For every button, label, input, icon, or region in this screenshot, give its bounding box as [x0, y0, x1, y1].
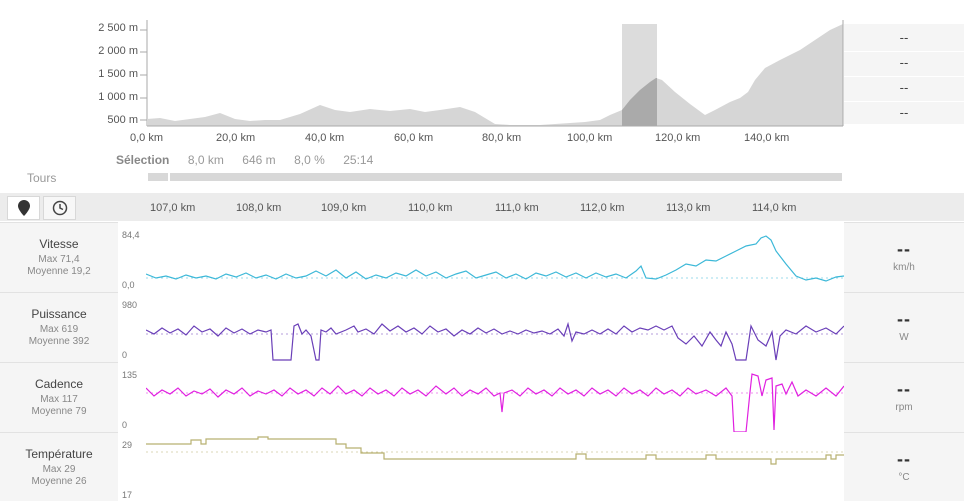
metric-unit: km/h: [893, 262, 915, 273]
chart-top-label: 84,4: [122, 230, 140, 240]
laps-bar[interactable]: [148, 173, 842, 181]
metric-power-info: Puissance Max 619 Moyenne 392: [0, 292, 118, 362]
chart-top-label: 980: [122, 300, 138, 310]
x-tick: 100,0 km: [567, 132, 613, 144]
metric-max: Max 71,4: [38, 254, 80, 265]
location-pin-icon: [17, 200, 30, 216]
detail-x-tick: 113,0 km: [666, 202, 711, 214]
chart-bottom-label: 0,0: [122, 280, 135, 290]
selection-time: 25:14: [343, 153, 374, 167]
metric-unit: rpm: [895, 402, 913, 413]
metric-max: Max 619: [39, 324, 79, 335]
y-tick: 2 000 m: [98, 45, 138, 57]
cadence-chart[interactable]: [146, 366, 844, 432]
metric-temperature-value: -- °C: [844, 432, 964, 501]
laps-bar-divider: [168, 173, 170, 181]
metric-current-value: --: [897, 379, 911, 399]
metric-speed-value: -- km/h: [844, 222, 964, 292]
metric-current-value: --: [897, 449, 911, 469]
x-tick: 0,0 km: [130, 132, 164, 144]
side-value: --: [899, 30, 909, 45]
elevation-x-axis: 0,0 km 20,0 km 40,0 km 60,0 km 80,0 km 1…: [130, 132, 850, 146]
selection-label: Sélection: [116, 153, 170, 167]
power-chart[interactable]: [146, 296, 844, 362]
metric-avg: Moyenne 79: [31, 406, 87, 417]
detail-x-tick: 112,0 km: [580, 202, 625, 214]
metric-cadence-info: Cadence Max 117 Moyenne 79: [0, 362, 118, 432]
distance-mode-button[interactable]: [7, 196, 40, 220]
detail-toolbar: [0, 193, 964, 221]
detail-x-tick: 107,0 km: [150, 202, 196, 214]
detail-x-tick: 114,0 km: [752, 202, 797, 214]
metric-name: Puissance: [31, 307, 87, 321]
x-tick: 120,0 km: [655, 132, 701, 144]
metric-max: Max 29: [42, 464, 76, 475]
y-tick: 1 500 m: [98, 68, 138, 80]
detail-x-axis: 107,0 km 108,0 km 109,0 km 110,0 km 111,…: [148, 202, 842, 216]
selection-elevation: 646 m: [242, 153, 276, 167]
metric-power-value: -- W: [844, 292, 964, 362]
metric-name: Cadence: [34, 377, 84, 391]
elevation-profile-chart[interactable]: [140, 20, 844, 130]
metric-speed-info: Vitesse Max 71,4 Moyenne 19,2: [0, 222, 118, 292]
x-tick: 40,0 km: [305, 132, 345, 144]
metric-cadence-value: -- rpm: [844, 362, 964, 432]
time-mode-button[interactable]: [43, 196, 76, 220]
selection-grade: 8,0 %: [294, 153, 325, 167]
detail-x-tick: 110,0 km: [408, 202, 453, 214]
chart-bottom-label: 0: [122, 350, 128, 360]
metric-temperature-info: Température Max 29 Moyenne 26: [0, 432, 118, 501]
detail-x-tick: 109,0 km: [321, 202, 367, 214]
metric-avg: Moyenne 392: [28, 336, 90, 347]
side-value: --: [899, 80, 909, 95]
chart-top-label: 135: [122, 370, 138, 380]
metric-unit: W: [899, 332, 909, 343]
y-tick: 1 000 m: [98, 91, 138, 103]
selection-stats: Sélection 8,0 km 646 m 8,0 % 25:14: [116, 151, 387, 169]
metric-avg: Moyenne 26: [31, 476, 87, 487]
metric-name: Vitesse: [39, 237, 79, 251]
side-value: --: [899, 55, 909, 70]
side-value: --: [899, 105, 909, 120]
y-tick: 2 500 m: [98, 22, 138, 34]
metric-name: Température: [25, 447, 93, 461]
x-tick: 80,0 km: [482, 132, 522, 144]
profile-side-panel: -- -- -- --: [844, 24, 964, 124]
x-tick: 60,0 km: [394, 132, 434, 144]
clock-icon: [52, 200, 67, 216]
metric-unit: °C: [898, 472, 910, 483]
chart-bottom-label: 17: [122, 490, 133, 500]
elevation-y-axis: 2 500 m 2 000 m 1 500 m 1 000 m 500 m: [82, 22, 142, 132]
metric-current-value: --: [897, 309, 911, 329]
laps-label: Tours: [27, 171, 57, 185]
temperature-chart[interactable]: [146, 436, 844, 500]
detail-x-tick: 108,0 km: [236, 202, 282, 214]
metric-current-value: --: [897, 239, 911, 259]
y-tick: 500 m: [107, 114, 138, 126]
metric-max: Max 117: [40, 394, 78, 405]
speed-chart[interactable]: [146, 226, 844, 288]
elevation-area: [147, 24, 843, 126]
selection-distance: 8,0 km: [187, 153, 224, 167]
x-tick: 140,0 km: [744, 132, 790, 144]
metric-avg: Moyenne 19,2: [27, 266, 91, 277]
detail-x-tick: 111,0 km: [495, 202, 539, 214]
chart-bottom-label: 0: [122, 420, 128, 430]
x-tick: 20,0 km: [216, 132, 256, 144]
chart-top-label: 29: [122, 440, 133, 450]
